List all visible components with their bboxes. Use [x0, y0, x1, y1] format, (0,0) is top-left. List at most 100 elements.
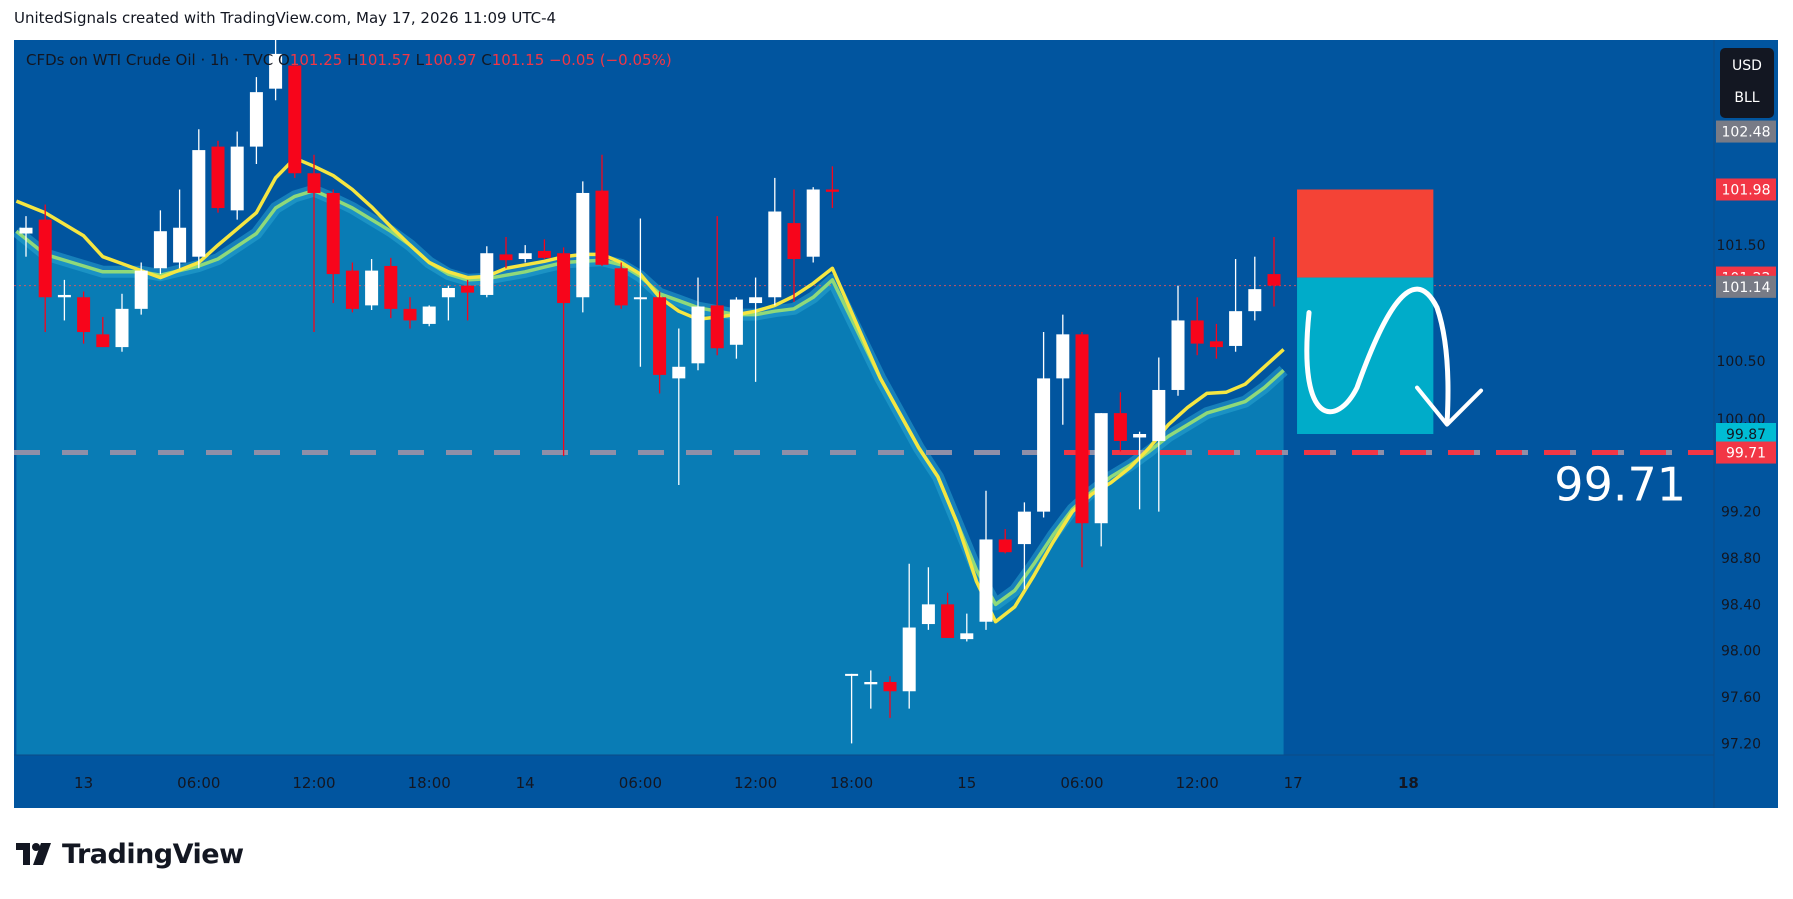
time-tick-label: 06:00	[619, 774, 662, 792]
candle-body	[749, 297, 763, 304]
ohlc-low-value: 100.97	[424, 51, 481, 69]
candle-body	[595, 190, 609, 265]
time-tick-label: 18	[1398, 774, 1419, 792]
ohlc-change-value: −0.05 (−0.05%)	[549, 51, 672, 69]
ohlc-l-key: L	[416, 51, 425, 69]
price-tick-label: 97.60	[1721, 690, 1761, 706]
price-label-bg	[1716, 441, 1776, 464]
time-tick-label: 13	[74, 774, 93, 792]
candle-body	[1037, 378, 1051, 512]
price-tick-label: 97.20	[1721, 736, 1761, 752]
candle-body	[557, 253, 571, 304]
forecast-curve	[1304, 286, 1451, 426]
candle-body	[1209, 341, 1223, 348]
candle-body	[883, 681, 897, 692]
candle-body	[1171, 320, 1185, 390]
candle-body	[38, 219, 52, 298]
candle-body	[998, 539, 1012, 553]
candle-body	[345, 270, 359, 309]
candlestick-chart[interactable]: 99.71 102.00101.50100.50100.0099.2098.80…	[14, 40, 1778, 808]
candle-body	[499, 254, 513, 261]
candle-body	[288, 65, 302, 174]
candle-body	[960, 633, 974, 640]
price-label-bg	[1716, 120, 1776, 143]
symbol-info: CFDs on WTI Crude Oil · 1h · TVC	[26, 51, 278, 69]
candle-body	[806, 189, 820, 257]
candles-layer	[19, 40, 1281, 744]
price-label-bg	[1716, 423, 1776, 446]
candle-body	[845, 673, 859, 676]
candle-body	[672, 366, 686, 379]
ohlc-high-value: 101.57	[358, 51, 415, 69]
tradingview-logo: TradingView	[16, 838, 244, 870]
price-tick-label: 100.50	[1717, 354, 1766, 370]
time-axis[interactable]: 13 06:00 12:00 18:00 14 06:00 12:00 18:00 15 06:0…	[14, 754, 1714, 792]
candle-body	[1248, 289, 1262, 312]
price-tick-label: 99.20	[1721, 505, 1761, 521]
candle-body	[96, 334, 110, 348]
candle-body	[326, 192, 340, 275]
price-axis[interactable]: 102.00101.50100.50100.0099.2098.8098.409…	[1713, 40, 1776, 808]
candle-body	[653, 297, 667, 375]
ohlc-close-value: 101.15	[492, 51, 549, 69]
candle-body	[537, 250, 551, 258]
candle-body	[1113, 413, 1127, 441]
chart-panel[interactable]: 99.71 102.00101.50100.50100.0099.2098.80…	[14, 40, 1778, 808]
trade-setup-layer: 99.71	[1297, 189, 1686, 512]
ohlc-legend: CFDs on WTI Crude Oil · 1h · TVC O101.25…	[26, 51, 672, 69]
time-tick-label: 12:00	[734, 774, 777, 792]
candle-body	[365, 270, 379, 306]
price-tick-label: 101.50	[1717, 238, 1766, 254]
candle-body	[768, 211, 782, 298]
candle-body	[269, 53, 283, 89]
tradingview-logo-icon	[16, 843, 51, 865]
time-tick-label: 18:00	[408, 774, 451, 792]
price-tick-label: 98.40	[1721, 597, 1761, 613]
currency-badge-text: BLL	[1734, 90, 1759, 106]
price-label: 99.87	[1726, 427, 1766, 443]
candle-body	[902, 627, 916, 692]
price-tick-label: 98.00	[1721, 644, 1761, 660]
stop-loss-zone	[1297, 189, 1434, 278]
time-tick-label: 06:00	[177, 774, 220, 792]
candle-body	[192, 150, 206, 257]
ohlc-o-key: O	[278, 51, 290, 69]
candle-body	[691, 306, 705, 364]
time-tick-label: 15	[957, 774, 976, 792]
candle-body	[1229, 311, 1243, 346]
time-tick-label: 12:00	[1176, 774, 1219, 792]
time-tick-label: 14	[516, 774, 535, 792]
candle-body	[403, 308, 417, 321]
candle-body	[1133, 434, 1147, 438]
ohlc-c-key: C	[481, 51, 491, 69]
time-tick-label: 12:00	[292, 774, 335, 792]
candle-body	[864, 681, 878, 685]
take-profit-zone	[1297, 277, 1434, 435]
candle-body	[1056, 334, 1070, 379]
candle-body	[633, 297, 647, 300]
candle-body	[115, 308, 129, 348]
price-label: 99.71	[1726, 446, 1766, 462]
ohlc-h-key: H	[347, 51, 358, 69]
candle-body	[230, 146, 244, 211]
candle-body	[979, 539, 993, 622]
candle-body	[576, 192, 590, 298]
chart-attribution: UnitedSignals created with TradingView.c…	[14, 9, 557, 27]
time-tick-label: 06:00	[1060, 774, 1103, 792]
candle-body	[77, 297, 91, 333]
tradingview-brand: TradingView	[62, 838, 244, 870]
candle-body	[173, 227, 187, 263]
candle-body	[384, 265, 398, 309]
candle-body	[249, 92, 263, 147]
candle-body	[921, 604, 935, 625]
currency-badge-text: USD	[1732, 58, 1762, 74]
candle-body	[518, 253, 532, 260]
candle-body	[710, 305, 724, 349]
price-label: 102.48	[1722, 125, 1771, 141]
time-tick-label: 18:00	[830, 774, 873, 792]
candle-body	[480, 253, 494, 295]
price-label: 101.14	[1722, 280, 1771, 296]
candle-body	[1152, 389, 1166, 441]
candle-body	[1267, 274, 1281, 286]
candle-body	[1190, 320, 1204, 344]
